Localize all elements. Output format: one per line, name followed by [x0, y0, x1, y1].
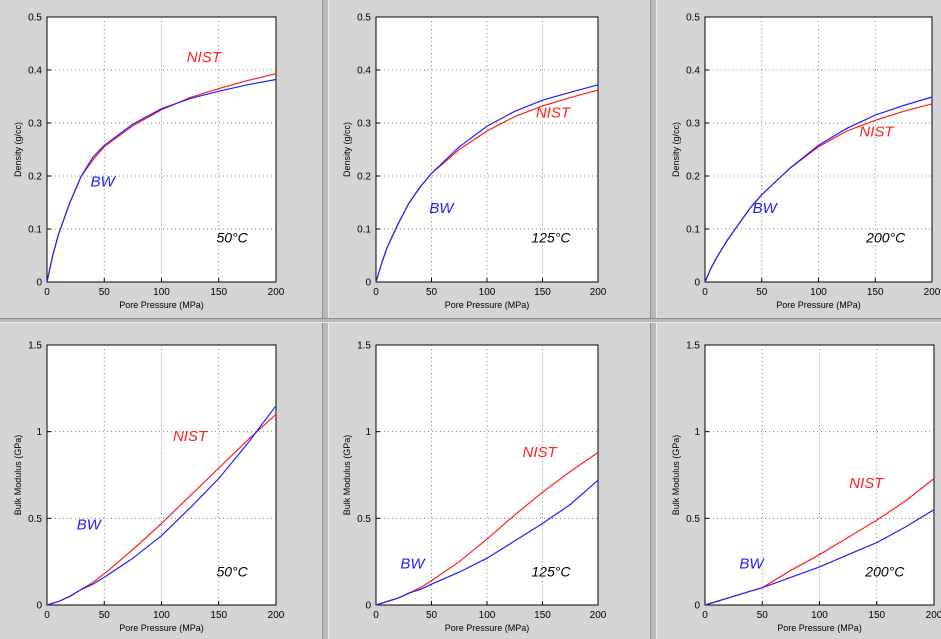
series-label-bw: BW [753, 200, 779, 217]
series-line-bw [375, 84, 599, 283]
y-tick-label: 0.5 [28, 514, 42, 525]
series-label-nist: NIST [849, 475, 885, 492]
series-label-nist: NIST [187, 49, 223, 66]
x-axis-label: Pore Pressure (MPa) [119, 300, 204, 310]
x-tick-label: 50 [99, 287, 111, 298]
x-tick-label: 150 [534, 287, 551, 298]
x-tick-label: 150 [534, 610, 551, 621]
y-tick-label: 1 [365, 427, 371, 438]
y-tick-label: 0 [694, 278, 700, 289]
series-label-nist: NIST [859, 123, 895, 140]
y-tick-label: 0 [36, 278, 42, 289]
y-tick-label: 0 [36, 601, 42, 612]
x-tick-label: 100 [479, 610, 496, 621]
series-label-nist: NIST [536, 105, 572, 122]
y-tick-label: 0 [694, 601, 700, 612]
x-tick-label: 100 [153, 287, 170, 298]
series-label-bw: BW [429, 200, 455, 217]
x-tick-label: 50 [426, 610, 438, 621]
series-line-bw [46, 405, 277, 606]
x-axis-label: Pore Pressure (MPa) [777, 623, 862, 633]
y-tick-label: 1.5 [357, 341, 371, 352]
series-label-bw: BW [91, 174, 117, 191]
y-tick-label: 1 [694, 427, 700, 438]
temperature-label: 50°C [216, 229, 248, 245]
y-tick-label: 0 [365, 601, 371, 612]
x-tick-label: 200 [590, 287, 607, 298]
y-tick-label: 0.3 [686, 119, 700, 130]
series-label-bw: BW [739, 556, 765, 573]
x-tick-label: 200 [268, 287, 285, 298]
series-line-bw [46, 78, 277, 283]
x-axis-label: Pore Pressure (MPa) [445, 300, 530, 310]
row-divider [0, 318, 941, 323]
series-label-nist: NIST [523, 444, 559, 461]
series-label-nist: NIST [173, 428, 209, 445]
series-label-bw: BW [400, 556, 426, 573]
x-tick-label: 150 [868, 610, 885, 621]
temperature-label: 200°C [865, 229, 906, 245]
x-tick-label: 100 [811, 610, 828, 621]
x-tick-label: 50 [756, 287, 768, 298]
x-tick-label: 50 [99, 610, 111, 621]
y-tick-label: 0.1 [686, 225, 700, 236]
x-tick-label: 200 [268, 610, 285, 621]
y-tick-label: 0.2 [686, 172, 700, 183]
x-tick-label: 50 [757, 610, 769, 621]
x-tick-label: 150 [210, 287, 227, 298]
x-tick-label: 0 [44, 287, 50, 298]
series-line-bw [704, 96, 933, 283]
x-tick-label: 150 [210, 610, 227, 621]
temperature-label: 200°C [864, 563, 905, 579]
y-tick-label: 0.4 [686, 66, 700, 77]
y-tick-label: 0.5 [686, 13, 700, 24]
series-line-bw [704, 509, 935, 606]
x-tick-label: 50 [426, 287, 438, 298]
x-axis-label: Pore Pressure (MPa) [776, 300, 861, 310]
y-tick-label: 0.3 [357, 119, 371, 130]
y-tick-label: 0.4 [28, 66, 42, 77]
y-axis-label: Bulk Modulus (GPa) [13, 435, 23, 516]
y-axis-label: Bulk Modulus (GPa) [671, 435, 681, 516]
y-tick-label: 0.4 [357, 66, 371, 77]
temperature-label: 50°C [216, 563, 248, 579]
x-tick-label: 0 [702, 287, 708, 298]
y-tick-label: 0.5 [357, 13, 371, 24]
y-tick-label: 0.5 [28, 13, 42, 24]
y-tick-label: 0 [365, 278, 371, 289]
x-tick-label: 200 [590, 610, 607, 621]
y-tick-label: 0.5 [357, 514, 371, 525]
x-tick-label: 100 [153, 610, 170, 621]
series-line-bw [375, 479, 599, 606]
y-axis-label: Density (g/cc) [13, 122, 23, 177]
y-tick-label: 0.5 [686, 514, 700, 525]
x-tick-label: 0 [44, 610, 50, 621]
x-tick-label: 0 [373, 610, 379, 621]
y-tick-label: 0.1 [28, 225, 42, 236]
x-tick-label: 100 [810, 287, 827, 298]
x-tick-label: 200 [926, 610, 941, 621]
y-tick-label: 1 [36, 427, 42, 438]
y-tick-label: 0.3 [28, 119, 42, 130]
temperature-label: 125°C [531, 563, 571, 579]
x-tick-label: 150 [867, 287, 884, 298]
temperature-label: 125°C [531, 229, 571, 245]
x-axis-label: Pore Pressure (MPa) [445, 623, 530, 633]
y-tick-label: 0.2 [28, 172, 42, 183]
x-axis-label: Pore Pressure (MPa) [119, 623, 204, 633]
y-axis-label: Bulk Modulus (GPa) [342, 435, 352, 516]
y-axis-label: Density (g/cc) [671, 122, 681, 177]
y-tick-label: 0.2 [357, 172, 371, 183]
y-axis-label: Density (g/cc) [342, 122, 352, 177]
x-tick-label: 0 [373, 287, 379, 298]
x-tick-label: 100 [479, 287, 496, 298]
series-label-bw: BW [77, 517, 103, 534]
y-tick-label: 1.5 [28, 341, 42, 352]
y-tick-label: 0.1 [357, 225, 371, 236]
x-tick-label: 0 [702, 610, 708, 621]
y-tick-label: 1.5 [686, 341, 700, 352]
x-tick-label: 200 [924, 287, 941, 298]
